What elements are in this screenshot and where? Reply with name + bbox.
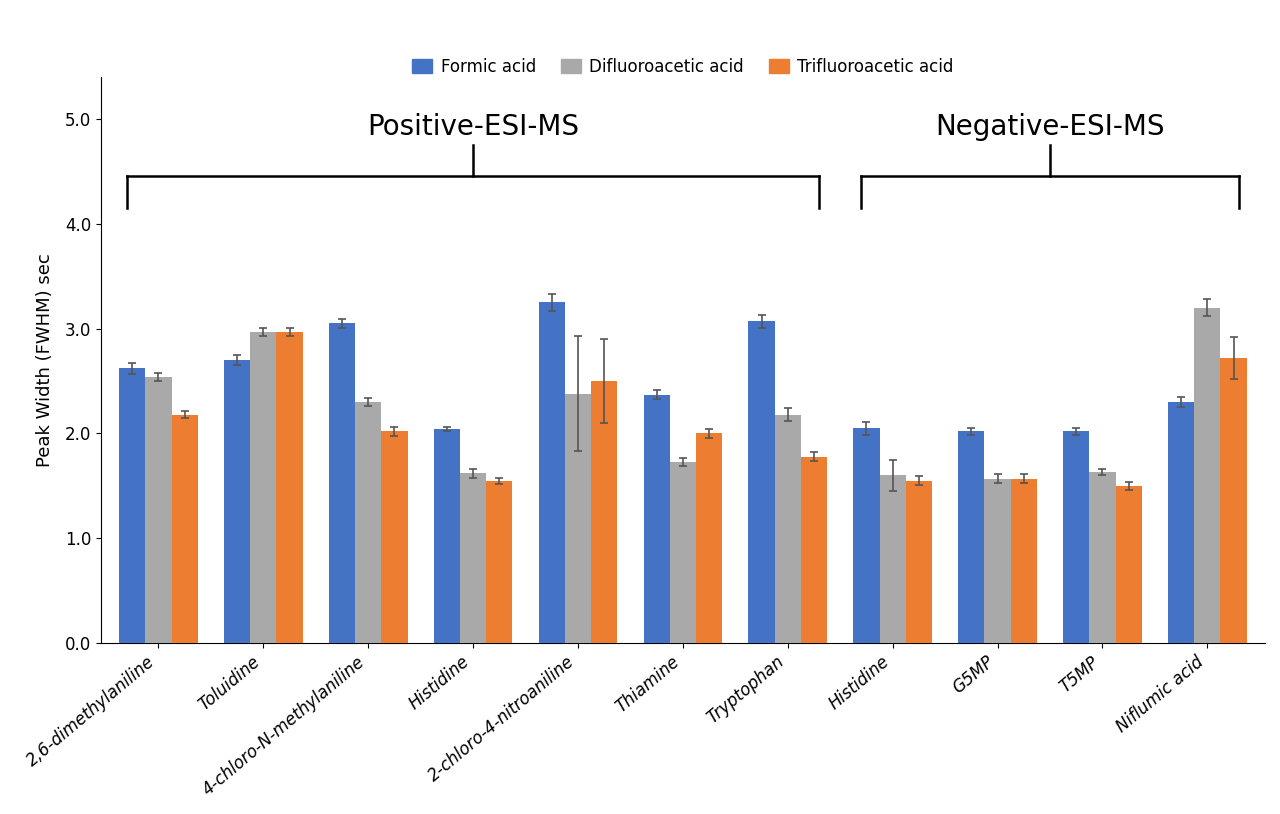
Bar bbox=[669, 462, 696, 643]
Bar bbox=[591, 381, 617, 643]
Bar bbox=[696, 434, 722, 643]
Bar bbox=[774, 414, 801, 643]
Bar bbox=[984, 479, 1011, 643]
Bar bbox=[329, 323, 355, 643]
Bar bbox=[801, 457, 827, 643]
Bar bbox=[1116, 486, 1142, 643]
Bar bbox=[854, 428, 879, 643]
Bar bbox=[486, 480, 512, 643]
Bar bbox=[906, 480, 932, 643]
Bar bbox=[250, 332, 276, 643]
Text: Negative-ESI-MS: Negative-ESI-MS bbox=[936, 113, 1165, 141]
Bar bbox=[879, 475, 906, 643]
Bar bbox=[1220, 358, 1247, 643]
Bar bbox=[959, 431, 984, 643]
Bar bbox=[1064, 431, 1089, 643]
Bar bbox=[1011, 479, 1037, 643]
Bar bbox=[1089, 472, 1116, 643]
Text: Positive-ESI-MS: Positive-ESI-MS bbox=[367, 113, 579, 141]
Bar bbox=[119, 369, 146, 643]
Bar bbox=[146, 377, 172, 643]
Bar bbox=[1167, 402, 1194, 643]
Bar bbox=[224, 360, 250, 643]
Legend: Formic acid, Difluoroacetic acid, Trifluoroacetic acid: Formic acid, Difluoroacetic acid, Triflu… bbox=[406, 51, 960, 82]
Bar bbox=[539, 302, 564, 643]
Bar bbox=[172, 414, 198, 643]
Bar bbox=[381, 431, 407, 643]
Y-axis label: Peak Width (FWHM) sec: Peak Width (FWHM) sec bbox=[36, 253, 54, 467]
Bar bbox=[1194, 308, 1220, 643]
Bar bbox=[460, 473, 486, 643]
Bar bbox=[355, 402, 381, 643]
Bar bbox=[564, 394, 591, 643]
Bar bbox=[644, 395, 669, 643]
Bar bbox=[749, 322, 774, 643]
Bar bbox=[276, 332, 302, 643]
Bar bbox=[434, 429, 460, 643]
